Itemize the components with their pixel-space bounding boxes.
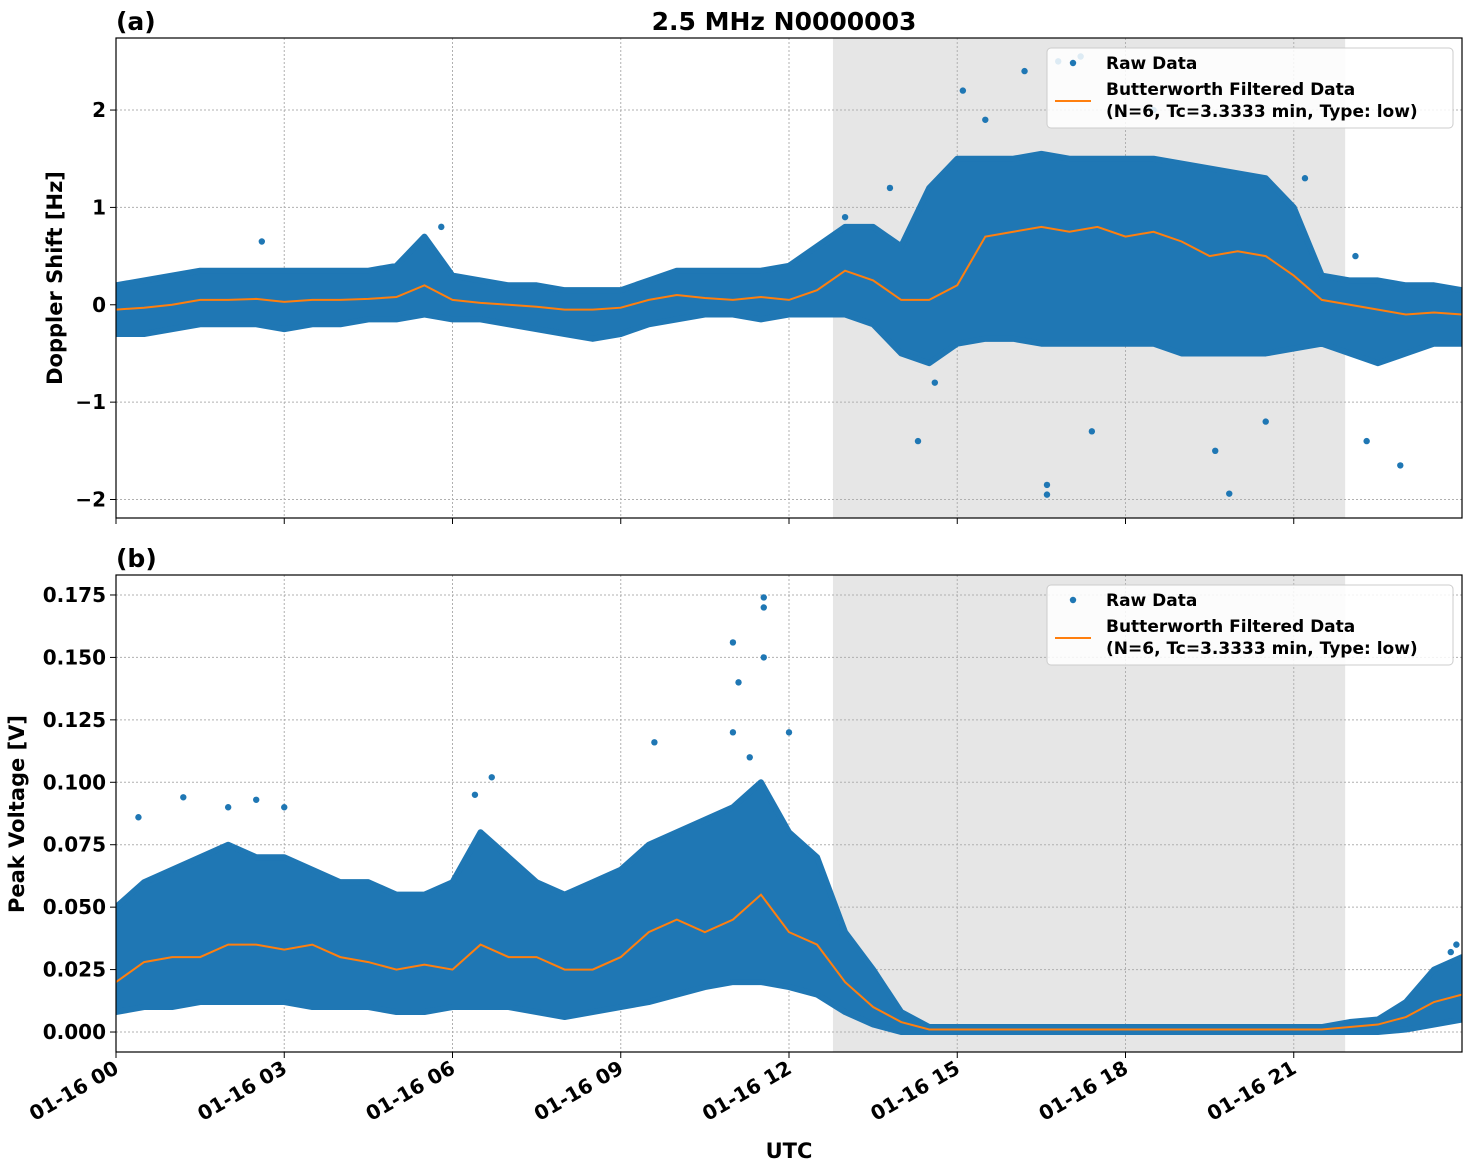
y-tick-label: 0.050 — [43, 895, 106, 919]
raw-data-point — [729, 729, 737, 736]
raw-data-point — [1088, 428, 1096, 435]
data-layer — [116, 53, 1462, 498]
legend-label-filtered: Butterworth Filtered Data — [1106, 80, 1355, 100]
raw-data-point — [931, 379, 939, 386]
raw-data-point — [760, 654, 767, 661]
raw-data-point — [224, 804, 232, 811]
raw-data-point — [982, 116, 989, 123]
y-tick-label: 0.125 — [43, 708, 106, 732]
raw-data-point — [914, 437, 922, 445]
x-tick-label: 01-16 21 — [1203, 1056, 1301, 1126]
x-tick-label: 01-16 06 — [361, 1056, 459, 1126]
raw-data-point — [1301, 175, 1309, 182]
legend-label-filtered: Butterworth Filtered Data — [1106, 617, 1355, 637]
x-axis-label: UTC — [766, 1139, 813, 1163]
raw-data-point — [651, 739, 658, 746]
raw-data-point — [1447, 948, 1454, 956]
x-tick-label: 01-16 03 — [193, 1056, 291, 1126]
legend-marker-raw — [1069, 59, 1077, 67]
raw-data-point — [281, 804, 288, 811]
y-tick-label: 0.075 — [43, 833, 106, 857]
raw-data-point — [488, 774, 495, 781]
y-axis-label-b: Peak Voltage [V] — [5, 715, 29, 913]
raw-data-point — [180, 794, 187, 801]
legend-box — [1046, 584, 1454, 666]
legend-label-filter-params: (N=6, Tc=3.3333 min, Type: low) — [1106, 639, 1418, 659]
raw-data-point — [1021, 67, 1028, 75]
x-tick-label: 01-16 18 — [1034, 1056, 1132, 1126]
y-tick-label: 2 — [92, 98, 106, 122]
raw-data-point — [729, 639, 737, 646]
y-tick-label: 0.000 — [43, 1020, 106, 1044]
raw-data-band — [116, 150, 1462, 367]
raw-data-point — [1352, 252, 1359, 260]
legend-box — [1046, 47, 1454, 129]
raw-data-point — [1262, 418, 1269, 425]
raw-data-point — [1397, 462, 1404, 469]
raw-data-point — [1212, 447, 1219, 455]
y-tick-label: 0.150 — [43, 645, 106, 669]
raw-data-point — [959, 87, 967, 94]
raw-data-point — [785, 729, 793, 736]
panel-b: 0.000 0.025 0.050 0.075 0.100 0.125 0.150 0.175… — [25, 574, 1463, 1126]
y-tick-label: 0.100 — [43, 770, 106, 794]
raw-data-point — [438, 223, 445, 231]
raw-data-point — [1043, 481, 1051, 489]
raw-data-point — [258, 238, 266, 245]
panel-a: −2 −1 0 1 2 Raw Data Butterworth Filtered Data… — [75, 37, 1463, 524]
filtered-data-line — [116, 225, 1462, 316]
y-tick-label: 1 — [92, 195, 106, 219]
x-tick-label: 01-16 09 — [530, 1056, 628, 1126]
raw-data-point — [253, 796, 260, 803]
raw-data-point — [135, 814, 142, 821]
filtered-data-line — [116, 893, 1462, 1031]
raw-data-point — [760, 594, 767, 601]
x-tick-label: 01-16 15 — [866, 1056, 964, 1126]
legend-label-raw: Raw Data — [1106, 54, 1197, 74]
y-tick-label: 0 — [92, 293, 106, 317]
legend-label-raw: Raw Data — [1106, 591, 1197, 611]
chart-title: 2.5 MHz N0000003 — [652, 7, 917, 36]
data-layer — [116, 594, 1462, 1036]
raw-data-point — [1363, 437, 1370, 445]
panel-label-b: (b) — [116, 544, 157, 573]
legend-marker-raw — [1069, 596, 1077, 604]
y-tick-label: −2 — [75, 488, 106, 512]
raw-data-point — [735, 679, 742, 686]
raw-data-point — [1043, 491, 1051, 498]
panel-label-a: (a) — [116, 7, 156, 36]
x-tick-label: 01-16 12 — [698, 1056, 796, 1126]
raw-data-point — [886, 184, 894, 192]
y-tick-label: −1 — [75, 390, 106, 414]
x-tick-label: 01-16 00 — [25, 1056, 123, 1126]
legend-label-filter-params: (N=6, Tc=3.3333 min, Type: low) — [1106, 102, 1418, 122]
raw-data-point — [1226, 490, 1233, 497]
y-tick-label: 0.175 — [43, 583, 106, 607]
y-axis-label-a: Doppler Shift [Hz] — [43, 171, 67, 385]
raw-data-point — [760, 604, 767, 611]
raw-data-point — [1453, 941, 1460, 948]
raw-data-point — [746, 754, 753, 761]
raw-data-point — [841, 213, 849, 221]
y-tick-label: 0.025 — [43, 958, 106, 982]
raw-data-point — [471, 791, 479, 798]
